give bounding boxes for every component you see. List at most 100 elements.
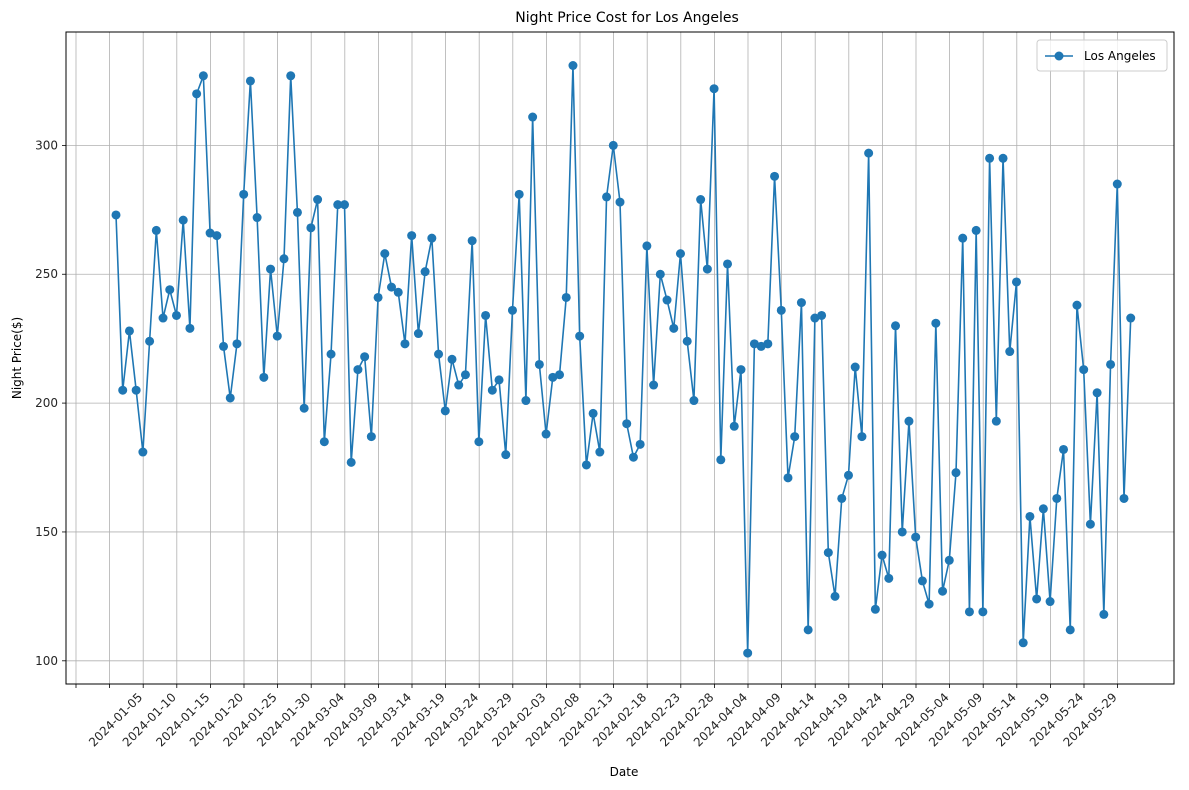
data-point xyxy=(931,318,941,328)
data-point xyxy=(158,313,168,323)
data-point xyxy=(555,370,565,380)
data-point xyxy=(689,396,699,406)
data-point xyxy=(521,396,531,406)
data-point xyxy=(420,267,430,277)
data-point xyxy=(938,586,948,596)
data-point xyxy=(1018,638,1028,648)
data-point xyxy=(716,455,726,465)
data-point xyxy=(1106,359,1116,369)
data-point xyxy=(803,625,813,635)
data-point xyxy=(924,599,934,609)
data-point xyxy=(326,349,336,359)
data-point xyxy=(118,385,128,395)
data-point xyxy=(595,447,605,457)
y-tick-label: 100 xyxy=(35,654,58,668)
data-point xyxy=(245,76,255,86)
data-point xyxy=(581,460,591,470)
data-point xyxy=(165,285,175,295)
data-point xyxy=(608,140,618,150)
data-point xyxy=(615,197,625,207)
data-point xyxy=(252,213,262,223)
data-point xyxy=(1092,388,1102,398)
data-point xyxy=(964,607,974,617)
data-point xyxy=(1032,594,1042,604)
data-point xyxy=(1085,519,1095,529)
data-point xyxy=(360,352,370,362)
data-point xyxy=(796,298,806,308)
data-point xyxy=(770,171,780,181)
data-point xyxy=(151,225,161,235)
data-point xyxy=(198,71,208,81)
data-point xyxy=(219,341,229,351)
data-point xyxy=(353,365,363,375)
data-point xyxy=(111,210,121,220)
data-point xyxy=(1065,625,1075,635)
data-point xyxy=(897,527,907,537)
data-point xyxy=(393,287,403,297)
data-point xyxy=(460,370,470,380)
data-point xyxy=(481,310,491,320)
data-point xyxy=(171,310,181,320)
legend-box xyxy=(1036,39,1168,72)
series-los-angeles xyxy=(111,61,1136,658)
data-point xyxy=(1119,493,1129,503)
plot-frame xyxy=(65,31,1175,685)
data-point xyxy=(628,452,638,462)
data-point xyxy=(427,233,437,243)
data-point xyxy=(292,207,302,217)
data-point xyxy=(709,84,719,94)
data-point xyxy=(447,354,457,364)
data-point xyxy=(1079,365,1089,375)
data-point xyxy=(985,153,995,163)
data-point xyxy=(723,259,733,269)
data-point xyxy=(978,607,988,617)
data-point xyxy=(790,432,800,442)
data-point xyxy=(696,195,706,205)
grid-lines xyxy=(66,32,1174,684)
data-point xyxy=(514,189,524,199)
data-point xyxy=(649,380,659,390)
legend-point-marker xyxy=(1054,51,1064,61)
data-point xyxy=(299,403,309,413)
data-point xyxy=(864,148,874,158)
data-point xyxy=(1005,347,1015,357)
data-point xyxy=(783,473,793,483)
data-point xyxy=(1112,179,1122,189)
data-point xyxy=(501,450,511,460)
data-point xyxy=(857,432,867,442)
data-point xyxy=(850,362,860,372)
data-point xyxy=(434,349,444,359)
data-point xyxy=(837,493,847,503)
legend: Los Angeles xyxy=(1036,39,1168,72)
data-point xyxy=(655,269,665,279)
data-point xyxy=(1045,597,1055,607)
data-point xyxy=(736,365,746,375)
data-point xyxy=(313,195,323,205)
series-line xyxy=(115,64,1132,654)
data-point xyxy=(487,385,497,395)
data-point xyxy=(387,282,397,292)
data-point xyxy=(259,372,269,382)
data-point xyxy=(1025,511,1035,521)
data-point xyxy=(333,200,343,210)
data-point xyxy=(642,241,652,251)
data-point xyxy=(904,416,914,426)
data-point xyxy=(145,336,155,346)
data-point xyxy=(1099,609,1109,619)
data-point xyxy=(561,292,571,302)
data-point xyxy=(870,604,880,614)
y-axis-ticks: 100 150 200 250 300 xyxy=(35,138,66,668)
data-point xyxy=(776,305,786,315)
chart-title: Night Price Cost for Los Angeles xyxy=(515,10,739,26)
data-point xyxy=(185,323,195,333)
data-point xyxy=(306,223,316,233)
data-point xyxy=(891,321,901,331)
data-point xyxy=(763,339,773,349)
data-point xyxy=(1126,313,1136,323)
data-point xyxy=(528,112,538,122)
data-point xyxy=(958,233,968,243)
data-point xyxy=(877,550,887,560)
data-point xyxy=(602,192,612,202)
data-point xyxy=(339,200,349,210)
